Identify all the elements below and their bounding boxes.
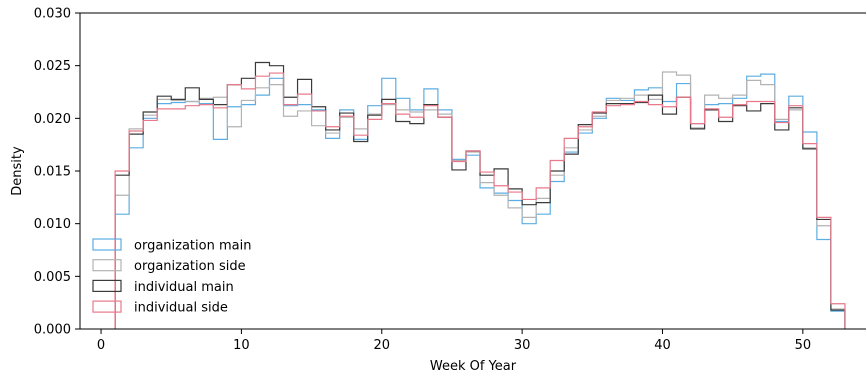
- y-tick-label: 0.015: [34, 165, 71, 180]
- y-tick-label: 0.025: [34, 59, 71, 74]
- y-tick-label: 0.020: [34, 112, 71, 127]
- y-tick-label: 0.000: [34, 323, 71, 338]
- y-tick-label: 0.010: [34, 217, 71, 232]
- ticks-layer: 0 10 20 30 40 50 0.000 0.005 0.010 0.015 0.020 0.02…: [34, 7, 811, 354]
- x-axis-label: Week Of Year: [430, 359, 517, 374]
- legend-label: organization main: [134, 239, 251, 254]
- legend-swatch: [92, 238, 122, 251]
- x-tick-label: 20: [373, 338, 390, 353]
- x-tick-label: 30: [514, 338, 531, 353]
- y-axis-label: Density: [10, 146, 25, 196]
- y-tick-label: 0.030: [34, 7, 71, 22]
- series-layer: [114, 61, 846, 329]
- legend: organization main organization side indivi…: [92, 238, 251, 316]
- x-tick-label: 10: [233, 338, 250, 353]
- legend-swatch: [92, 300, 122, 313]
- legend-swatch: [92, 279, 122, 292]
- x-tick-label: 40: [654, 338, 671, 353]
- x-tick-label: 0: [97, 338, 105, 353]
- x-tick-label: 50: [795, 338, 812, 353]
- series-individual-side: [114, 72, 846, 329]
- legend-label: organization side: [134, 259, 246, 274]
- legend-label: individual main: [134, 280, 234, 295]
- y-tick-label: 0.005: [34, 270, 71, 285]
- legend-swatch: [92, 259, 122, 272]
- legend-label: individual side: [134, 301, 228, 316]
